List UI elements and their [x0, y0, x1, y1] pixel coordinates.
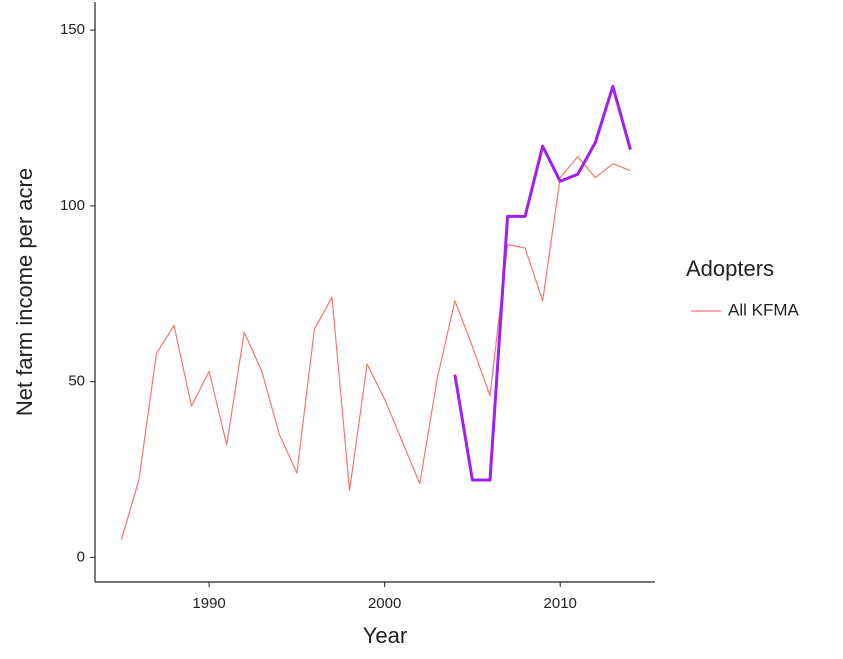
x-tick-label: 2010: [544, 595, 577, 612]
x-tick-label: 1990: [192, 595, 225, 612]
y-tick-label: 0: [77, 548, 85, 565]
y-tick-label: 100: [60, 197, 85, 214]
series-line: [453, 84, 632, 482]
legend-title: Adopters: [686, 256, 774, 281]
y-axis-title: Net farm income per acre: [12, 168, 37, 416]
y-tick-label: 150: [60, 21, 85, 38]
y-tick-label: 50: [68, 373, 85, 390]
legend-label: All KFMA: [728, 300, 800, 319]
x-tick-label: 2000: [368, 595, 401, 612]
x-axis-title: Year: [363, 623, 407, 648]
series-line: [120, 156, 631, 540]
